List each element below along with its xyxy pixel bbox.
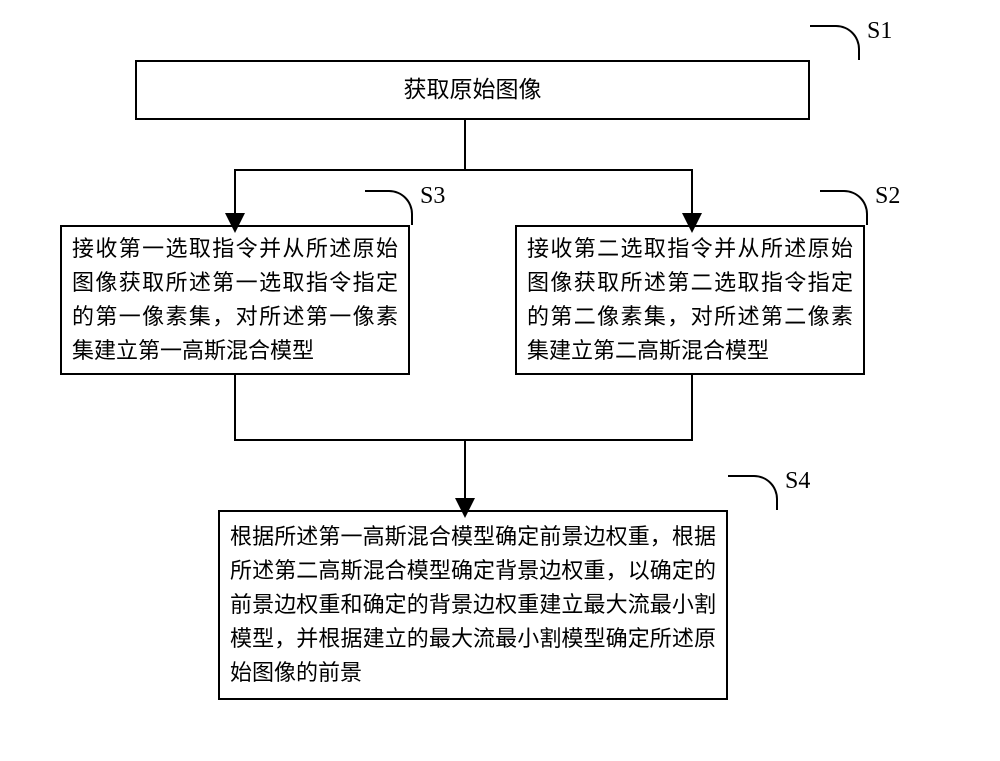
flowchart-edge-3	[465, 375, 692, 440]
step-label-s2: S2	[875, 183, 900, 210]
flowchart-edge-1	[465, 170, 692, 225]
step-label-s4: S4	[785, 468, 810, 495]
node-text: 接收第一选取指令并从所述原始图像获取所述第一选取指令指定的第一像素集，对所述第一…	[72, 232, 398, 368]
node-text: 获取原始图像	[404, 72, 542, 108]
step-label-s3: S3	[420, 183, 445, 210]
flowchart-node-n1: 获取原始图像	[135, 60, 810, 120]
callout-s2	[820, 190, 868, 225]
flowchart-edge-2	[235, 375, 465, 510]
step-label-s1: S1	[867, 18, 892, 45]
node-text: 根据所述第一高斯混合模型确定前景边权重，根据所述第二高斯混合模型确定背景边权重，…	[230, 520, 716, 690]
callout-s1	[810, 25, 860, 60]
flowchart-node-n4: 根据所述第一高斯混合模型确定前景边权重，根据所述第二高斯混合模型确定背景边权重，…	[218, 510, 728, 700]
node-text: 接收第二选取指令并从所述原始图像获取所述第二选取指令指定的第二像素集，对所述第二…	[527, 232, 853, 368]
callout-s4	[728, 475, 778, 510]
flowchart-node-n2: 接收第二选取指令并从所述原始图像获取所述第二选取指令指定的第二像素集，对所述第二…	[515, 225, 865, 375]
callout-s3	[365, 190, 413, 225]
flowchart-node-n3: 接收第一选取指令并从所述原始图像获取所述第一选取指令指定的第一像素集，对所述第一…	[60, 225, 410, 375]
